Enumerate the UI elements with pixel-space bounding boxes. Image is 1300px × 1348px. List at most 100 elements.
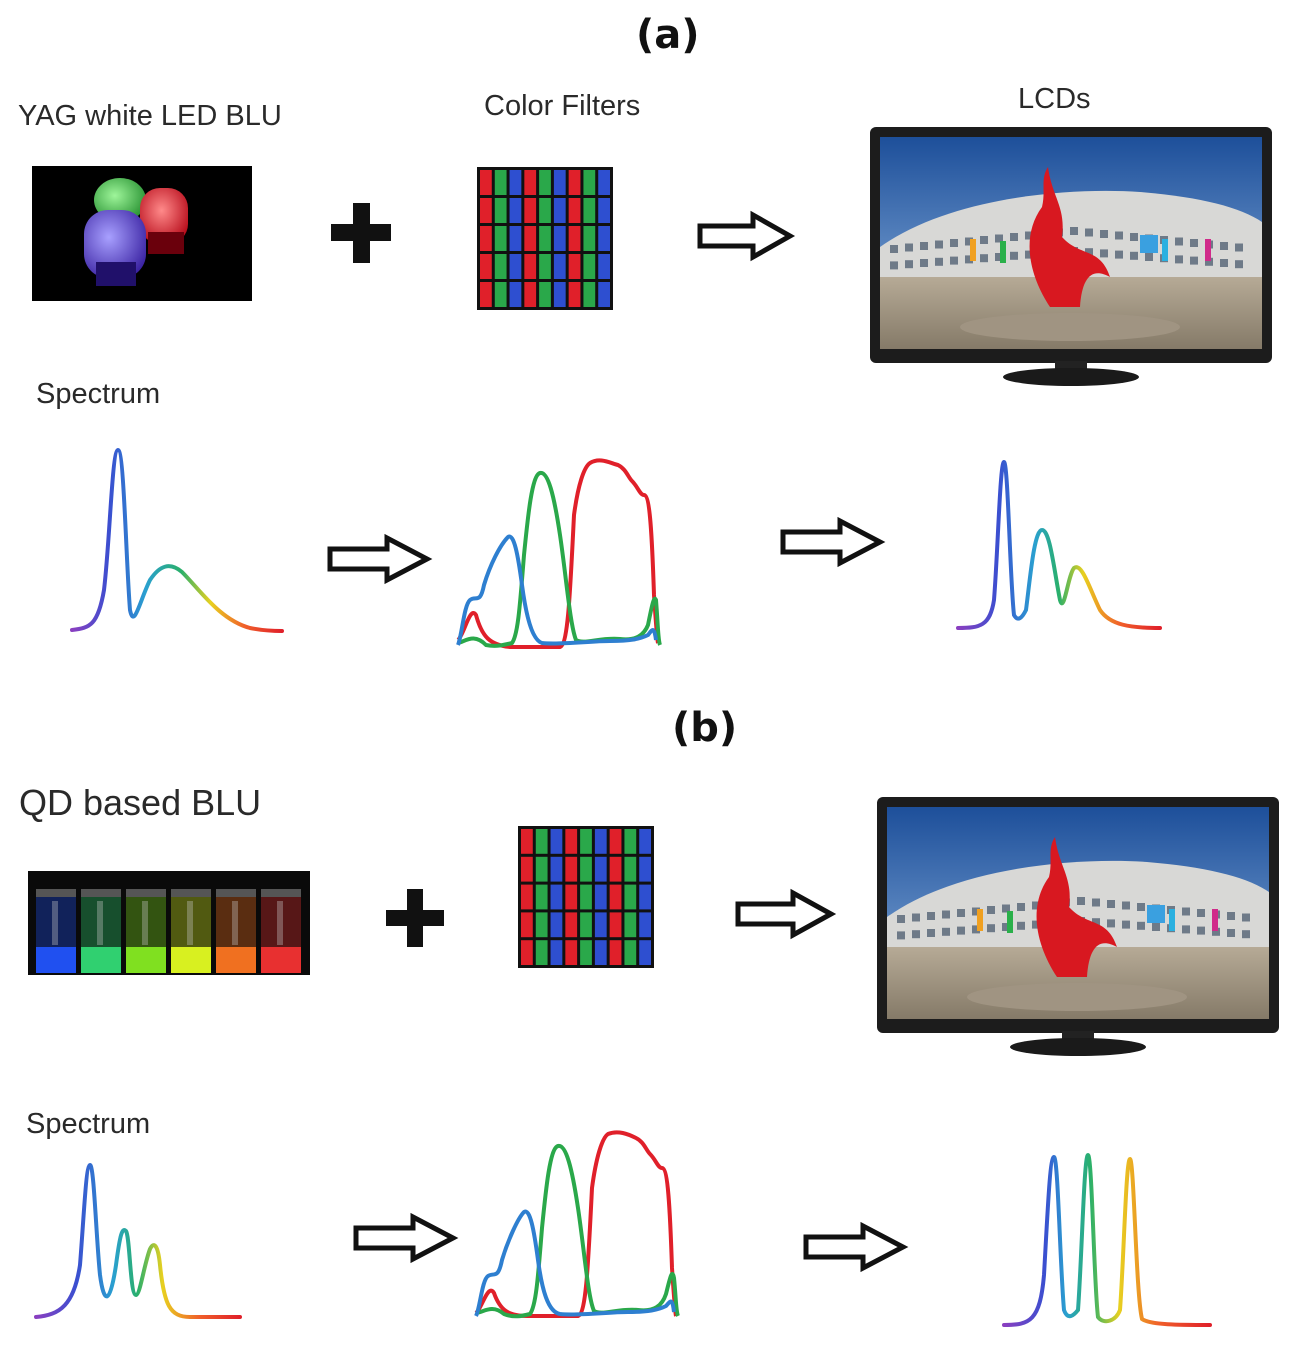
color-filter-grid bbox=[518, 826, 654, 968]
qd-lcd-output-spectrum bbox=[1002, 1152, 1212, 1327]
hollow-right-arrow-icon bbox=[780, 516, 886, 568]
color-filter-subpixel bbox=[509, 282, 522, 307]
color-filter-subpixel bbox=[535, 940, 548, 965]
blue-filter-curve bbox=[474, 1209, 676, 1317]
color-filter-subpixel bbox=[598, 254, 610, 279]
color-filter-subpixel bbox=[480, 170, 492, 195]
color-filter-subpixel bbox=[594, 912, 607, 938]
color-filter-subpixel bbox=[583, 282, 596, 307]
color-filter-subpixel bbox=[639, 829, 651, 854]
color-filter-subpixel bbox=[539, 226, 551, 251]
color-filter-subpixel bbox=[509, 198, 522, 223]
color-filter-subpixel bbox=[521, 884, 533, 910]
color-filter-subpixel bbox=[624, 856, 637, 882]
color-filter-subpixel bbox=[583, 198, 596, 223]
color-filter-subpixel bbox=[553, 170, 566, 195]
color-filter-subpixel bbox=[524, 198, 537, 223]
color-filter-grid bbox=[477, 167, 613, 310]
hollow-right-arrow-icon bbox=[803, 1221, 909, 1273]
blue-filter-curve bbox=[456, 534, 658, 646]
color-filter-subpixel bbox=[580, 884, 592, 910]
color-filter-subpixel bbox=[639, 856, 651, 882]
spectrum-label-a: Spectrum bbox=[36, 378, 161, 410]
color-filter-subpixel bbox=[594, 940, 607, 965]
qd-vial bbox=[171, 947, 211, 973]
color-filter-subpixel bbox=[494, 170, 507, 195]
color-filter-subpixel bbox=[609, 829, 622, 854]
color-filter-subpixel bbox=[494, 226, 507, 251]
monitor-stand bbox=[1003, 368, 1139, 386]
color-filter-subpixel bbox=[553, 254, 566, 279]
color-filter-subpixel bbox=[583, 170, 596, 195]
yag-led-spectrum bbox=[70, 447, 284, 633]
color-filter-subpixel bbox=[521, 829, 533, 854]
color-filter-subpixel bbox=[609, 940, 622, 965]
spectrum-curve bbox=[70, 447, 284, 633]
color-filter-subpixel bbox=[568, 282, 581, 307]
color-filter-subpixel bbox=[639, 912, 651, 938]
color-filter-subpixel bbox=[553, 198, 566, 223]
red-sculpture bbox=[1029, 167, 1110, 307]
color-filter-subpixel bbox=[565, 829, 578, 854]
color-filter-subpixel bbox=[480, 198, 492, 223]
color-filter-subpixel bbox=[539, 282, 551, 307]
color-filter-subpixel bbox=[535, 912, 548, 938]
plus-icon bbox=[331, 203, 391, 263]
qd-vial bbox=[261, 947, 301, 973]
color-filter-subpixel bbox=[580, 940, 592, 965]
hollow-right-arrow-icon bbox=[735, 888, 837, 940]
lcd-monitor bbox=[877, 797, 1279, 1056]
color-filter-transmission-spectrum bbox=[456, 458, 662, 649]
color-filter-subpixel bbox=[624, 912, 637, 938]
red-filter-curve bbox=[456, 458, 660, 649]
color-filter-subpixel bbox=[539, 254, 551, 279]
color-filter-subpixel bbox=[624, 940, 637, 965]
color-filter-subpixel bbox=[553, 226, 566, 251]
color-filter-subpixel bbox=[521, 912, 533, 938]
color-filter-subpixel bbox=[565, 912, 578, 938]
color-filter-subpixel bbox=[568, 198, 581, 223]
color-filter-subpixel bbox=[624, 829, 637, 854]
color-filter-subpixel bbox=[480, 254, 492, 279]
color-filter-subpixel bbox=[565, 884, 578, 910]
color-filter-subpixel bbox=[494, 254, 507, 279]
color-filter-subpixel bbox=[494, 198, 507, 223]
color-filter-subpixel bbox=[580, 912, 592, 938]
red-sculpture bbox=[1036, 837, 1117, 977]
color-filter-subpixel bbox=[565, 940, 578, 965]
monitor-stand bbox=[1010, 1038, 1146, 1056]
color-filter-subpixel bbox=[509, 254, 522, 279]
display-label-a: LCDs bbox=[1018, 83, 1091, 115]
qd-blu-spectrum bbox=[34, 1162, 242, 1319]
color-filter-transmission-spectrum bbox=[474, 1130, 680, 1319]
red-filter-curve bbox=[474, 1130, 678, 1318]
color-filter-subpixel bbox=[609, 884, 622, 910]
color-filter-subpixel bbox=[553, 282, 566, 307]
color-filter-subpixel bbox=[598, 170, 610, 195]
color-filter-subpixel bbox=[609, 856, 622, 882]
color-filter-subpixel bbox=[509, 226, 522, 251]
color-filter-subpixel bbox=[583, 226, 596, 251]
panel-b-label: (b) bbox=[672, 705, 738, 751]
color-filter-subpixel bbox=[521, 856, 533, 882]
hollow-right-arrow-icon bbox=[353, 1212, 459, 1264]
color-filter-subpixel bbox=[550, 856, 563, 882]
filter-label-a: Color Filters bbox=[484, 90, 641, 122]
color-filter-subpixel bbox=[609, 912, 622, 938]
color-filter-subpixel bbox=[639, 884, 651, 910]
color-filter-subpixel bbox=[568, 170, 581, 195]
color-filter-subpixel bbox=[550, 940, 563, 965]
source-label-b: QD based BLU bbox=[19, 782, 262, 823]
qd-vial bbox=[36, 947, 76, 973]
lcd-monitor bbox=[870, 127, 1272, 386]
color-filter-subpixel bbox=[539, 170, 551, 195]
color-filter-subpixel bbox=[594, 884, 607, 910]
panel-a-label: (a) bbox=[636, 12, 700, 58]
green-filter-curve bbox=[475, 1144, 680, 1319]
color-filter-subpixel bbox=[524, 282, 537, 307]
vial-cap bbox=[81, 889, 121, 897]
color-filter-subpixel bbox=[568, 254, 581, 279]
color-filter-subpixel bbox=[521, 940, 533, 965]
qd-vials-photo bbox=[28, 871, 310, 975]
spectrum-curve bbox=[34, 1162, 242, 1319]
